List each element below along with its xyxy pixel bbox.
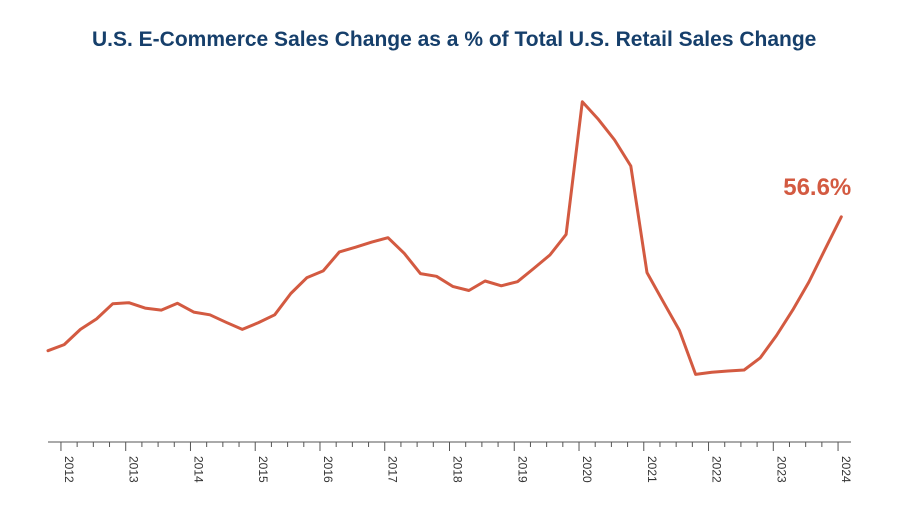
end-value-label: 56.6%	[783, 174, 851, 201]
label-layer: 2012 2013 2014 2015 2016 2017 2018 2019 2020 2021…	[62, 174, 853, 483]
x-tick-label: 2013	[127, 456, 141, 483]
x-axis	[48, 441, 851, 451]
x-tick-label: 2023	[774, 456, 788, 483]
x-tick-label: 2020	[580, 456, 594, 483]
x-tick-label: 2019	[515, 456, 529, 483]
x-tick-label: 2018	[451, 456, 465, 483]
x-tick-label: 2017	[386, 456, 400, 483]
series-line	[46, 100, 843, 376]
x-tick-label: 2014	[191, 456, 205, 483]
x-tick-label: 2012	[62, 456, 76, 483]
chart-title: U.S. E-Commerce Sales Change as a % of T…	[92, 28, 817, 51]
x-tick-label: 2024	[839, 456, 853, 483]
x-tick-label: 2016	[321, 456, 335, 483]
x-tick-label: 2022	[710, 456, 724, 483]
series-layer	[46, 100, 843, 376]
x-tick-label: 2015	[256, 456, 270, 483]
x-tick-label: 2021	[645, 456, 659, 483]
